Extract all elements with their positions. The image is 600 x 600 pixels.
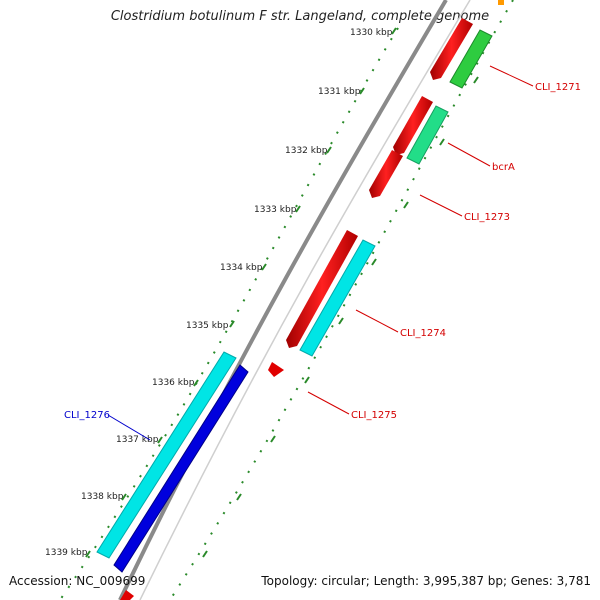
gene-bottom-cds[interactable] — [120, 590, 134, 600]
gene-bcra-cds[interactable] — [393, 96, 433, 155]
label-connector-blue — [107, 414, 151, 441]
gene-cli-1271-cds[interactable] — [430, 18, 473, 80]
tick-arc-outer — [59, 27, 399, 600]
tick-label: 1332 kbp — [285, 146, 328, 156]
gene-label-cli-1276[interactable]: CLI_1276 — [64, 410, 110, 421]
orf-mint[interactable] — [406, 105, 449, 165]
backbone-outer — [118, 0, 448, 600]
accession-text: Accession: NC_009699 — [9, 574, 146, 588]
gene-label-cli-1275[interactable]: CLI_1275 — [351, 410, 397, 421]
tick-label: 1339 kbp — [45, 548, 88, 558]
orf-cyan-1276[interactable] — [96, 351, 237, 559]
gene-label-cli-1274[interactable]: CLI_1274 — [400, 328, 446, 339]
inner-tick-marks — [202, 76, 479, 558]
gene-label-bcra[interactable]: bcrA — [492, 162, 515, 173]
gene-label-cli-1273[interactable]: CLI_1273 — [464, 212, 510, 223]
tick-label: 1333 kbp — [254, 205, 297, 215]
tick-label: 1334 kbp — [220, 263, 263, 273]
tick-arc-inner — [169, 0, 514, 600]
gene-cli-1274-cds[interactable] — [286, 230, 358, 348]
backbone-inner — [139, 0, 471, 600]
tick-label: 1337 kbp — [116, 435, 159, 445]
tick-label: 1336 kbp — [152, 378, 195, 388]
tick-label: 1338 kbp — [81, 492, 124, 502]
orf-blue-1276[interactable] — [113, 364, 249, 573]
orf-cyan-1274[interactable] — [299, 239, 376, 357]
tick-marks — [85, 27, 397, 558]
tick-label: 1330 kbp — [350, 28, 393, 38]
label-connectors — [307, 65, 534, 415]
gene-cli-1273-cds[interactable] — [369, 150, 403, 198]
gene-label-cli-1271[interactable]: CLI_1271 — [535, 82, 581, 93]
tick-label: 1331 kbp — [318, 87, 361, 97]
orf-green[interactable] — [449, 29, 493, 89]
summary-text: Topology: circular; Length: 3,995,387 bp… — [261, 574, 591, 588]
map-title: Clostridium botulinum F str. Langeland, … — [110, 9, 490, 24]
tick-label: 1335 kbp — [186, 321, 229, 331]
orf-orange[interactable] — [498, 0, 504, 5]
gene-cli-1275-cds[interactable] — [268, 362, 284, 377]
